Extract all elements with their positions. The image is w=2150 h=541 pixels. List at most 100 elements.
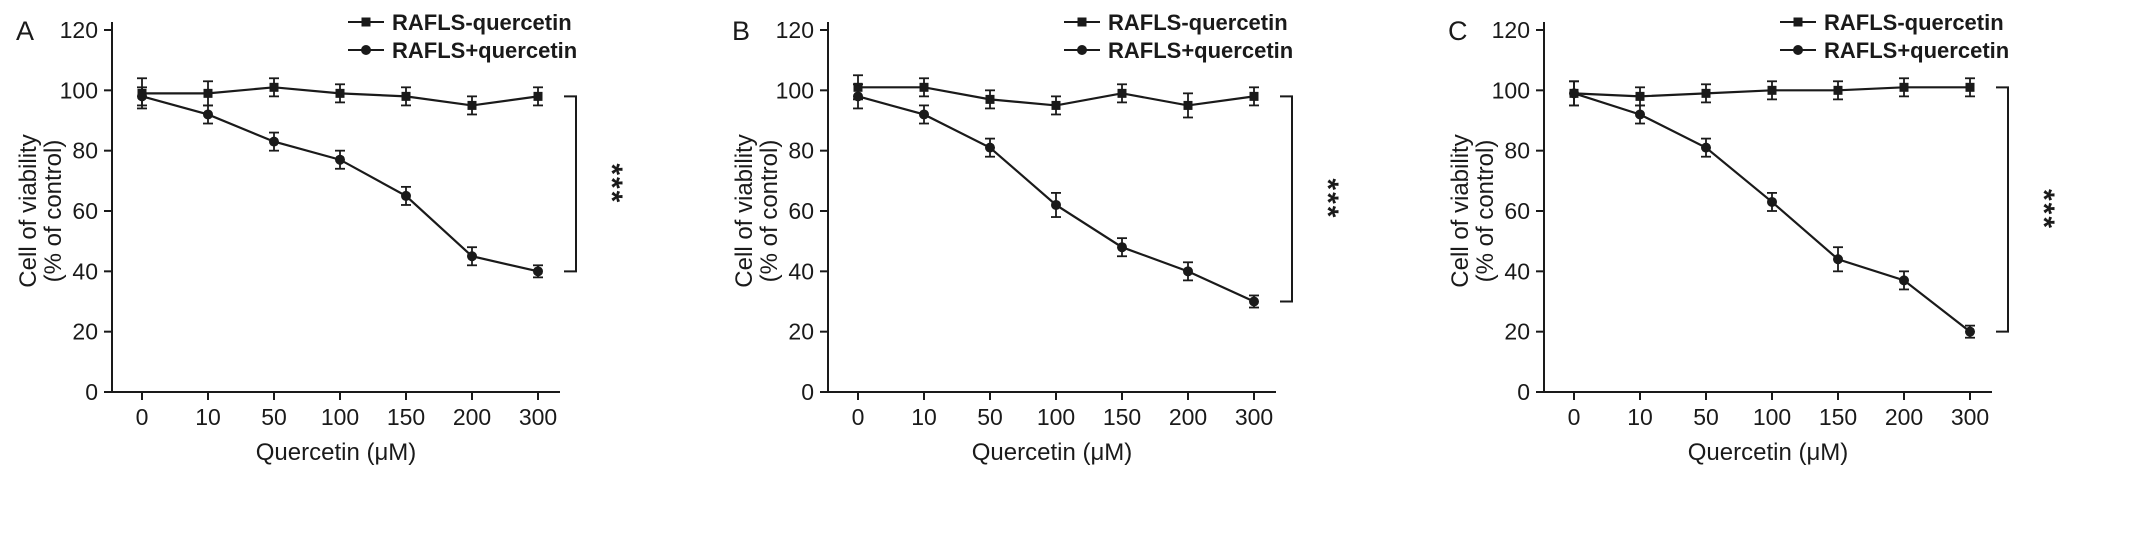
x-tick-label: 300 (1951, 404, 1989, 430)
significance-stars: *** (2027, 189, 2060, 230)
series-RAFLS+quercetin (853, 83, 1259, 309)
legend-label: RAFLS+quercetin (1108, 38, 1293, 63)
series-RAFLS-quercetin (853, 74, 1259, 119)
marker-circle (269, 136, 279, 147)
y-tick-label: 20 (788, 319, 814, 345)
y-axis-label: (% of control) (40, 140, 67, 283)
significance-bracket (1280, 95, 1293, 303)
x-tick-label: 50 (1693, 404, 1719, 430)
x-axis-label: Quercetin (μM) (972, 439, 1133, 466)
marker-square (1635, 91, 1645, 101)
marker-square (1183, 100, 1193, 110)
x-tick-label: 50 (977, 404, 1003, 430)
marker-circle (533, 266, 543, 277)
marker-square (533, 91, 543, 101)
significance-bracket (564, 95, 577, 273)
x-tick-label: 300 (519, 404, 557, 430)
significance-bracket (1996, 86, 2009, 333)
legend-marker-circle (1793, 45, 1803, 55)
marker-circle (1249, 296, 1259, 307)
line-chart-panel-C: C 0 20 40 60 80 100 120 0 10 50 100 150 200 300 Quercet… (1447, 10, 2060, 466)
marker-square (1117, 88, 1127, 98)
marker-circle (1569, 88, 1579, 99)
y-tick-label: 120 (1492, 17, 1530, 43)
y-tick-label: 100 (776, 77, 814, 103)
x-tick-label: 150 (1103, 404, 1141, 430)
chart-panel-b: B 0 20 40 60 80 100 120 0 10 50 100 150 200 300 Quercet… (716, 0, 1432, 541)
series-RAFLS+quercetin (1569, 80, 1975, 339)
legend-label: RAFLS+quercetin (392, 38, 577, 63)
line-chart-panel-B: B 0 20 40 60 80 100 120 0 10 50 100 150 200 300 Quercet… (731, 10, 1344, 466)
panel-label: A (16, 16, 34, 46)
marker-square (1051, 100, 1061, 110)
significance-stars: *** (595, 163, 628, 204)
legend-marker-circle (1077, 45, 1087, 55)
panel-label: C (1448, 16, 1468, 46)
series-line (1573, 92, 1971, 333)
series-RAFLS-quercetin (137, 77, 543, 116)
y-tick-label: 80 (788, 138, 814, 164)
marker-square (401, 91, 411, 101)
marker-square (1965, 82, 1975, 92)
y-tick-label: 60 (72, 198, 98, 224)
y-tick-label: 60 (788, 198, 814, 224)
legend-marker-circle (361, 45, 371, 55)
x-tick-label: 10 (911, 404, 937, 430)
marker-square (269, 82, 279, 92)
y-tick-label: 40 (788, 258, 814, 284)
y-tick-label: 80 (72, 138, 98, 164)
marker-circle (1183, 266, 1193, 277)
marker-circle (1117, 242, 1127, 253)
marker-square (1833, 85, 1843, 95)
marker-circle (137, 91, 147, 102)
legend-marker-square (361, 17, 371, 27)
y-axis-label: Cell of viability (1447, 134, 1474, 287)
x-tick-label: 300 (1235, 404, 1273, 430)
x-tick-label: 150 (387, 404, 425, 430)
series-line (141, 95, 539, 273)
marker-square (467, 100, 477, 110)
marker-circle (1965, 326, 1975, 337)
legend-marker-square (1077, 17, 1087, 27)
marker-circle (1051, 199, 1061, 210)
chart-panel-c: C 0 20 40 60 80 100 120 0 10 50 100 150 200 300 Quercet… (1432, 0, 2148, 541)
marker-square (1249, 91, 1259, 101)
marker-square (985, 94, 995, 104)
y-axis-label: (% of control) (756, 140, 783, 283)
x-tick-label: 100 (1037, 404, 1075, 430)
series-RAFLS-quercetin (1569, 77, 1975, 107)
y-axis-label: Cell of viability (731, 134, 758, 287)
legend: RAFLS-quercetin RAFLS+quercetin (1064, 10, 1293, 63)
x-tick-label: 100 (1753, 404, 1791, 430)
x-axis-label: Quercetin (μM) (256, 439, 417, 466)
y-tick-label: 120 (776, 17, 814, 43)
y-tick-label: 120 (60, 17, 98, 43)
marker-square (335, 88, 345, 98)
marker-circle (1833, 254, 1843, 265)
y-axis-label: (% of control) (1472, 140, 1499, 283)
y-axis-label: Cell of viability (15, 134, 42, 287)
x-tick-label: 0 (136, 404, 149, 430)
y-tick-label: 80 (1504, 138, 1530, 164)
marker-circle (1767, 196, 1777, 207)
x-tick-label: 0 (1568, 404, 1581, 430)
y-tick-label: 40 (72, 258, 98, 284)
significance-stars: *** (1311, 178, 1344, 219)
marker-circle (853, 91, 863, 102)
marker-circle (335, 154, 345, 165)
marker-square (203, 88, 213, 98)
y-tick-label: 20 (1504, 319, 1530, 345)
legend-label: RAFLS+quercetin (1824, 38, 2009, 63)
x-axis-label: Quercetin (μM) (1688, 439, 1849, 466)
marker-circle (1635, 109, 1645, 120)
y-tick-label: 0 (801, 379, 814, 405)
legend-label: RAFLS-quercetin (1824, 10, 2004, 35)
y-tick-label: 40 (1504, 258, 1530, 284)
marker-circle (203, 109, 213, 120)
y-tick-label: 0 (1517, 379, 1530, 405)
legend-marker-square (1793, 17, 1803, 27)
x-tick-label: 50 (261, 404, 287, 430)
marker-circle (401, 190, 411, 201)
x-tick-label: 0 (852, 404, 865, 430)
